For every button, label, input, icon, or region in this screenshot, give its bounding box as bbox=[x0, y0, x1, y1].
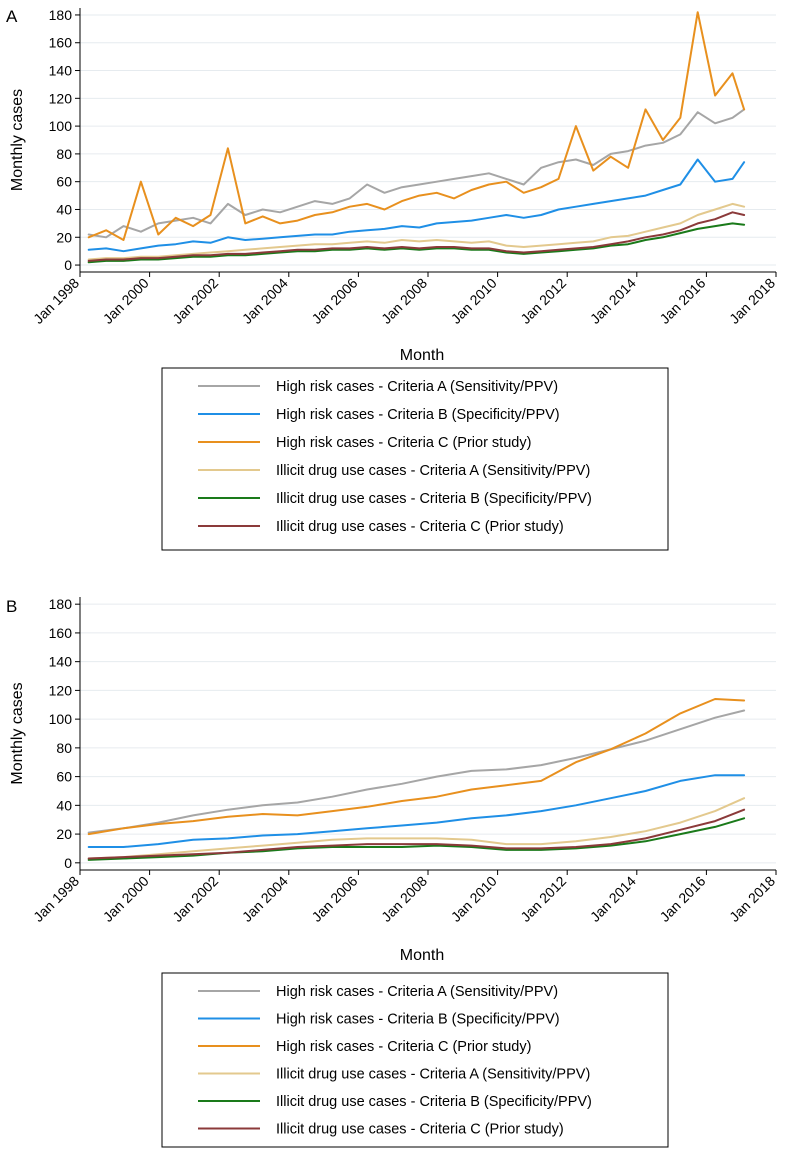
series-line bbox=[87, 817, 746, 861]
series-line bbox=[87, 808, 746, 860]
y-tick-label: 80 bbox=[56, 740, 72, 756]
legend-label: High risk cases - Criteria C (Prior stud… bbox=[276, 435, 531, 451]
y-tick-label: 120 bbox=[49, 682, 73, 698]
series-line bbox=[87, 797, 746, 860]
y-tick-label: 0 bbox=[64, 855, 72, 871]
legend-label: High risk cases - Criteria A (Sensitivit… bbox=[276, 984, 558, 1000]
legend-label: Illicit drug use cases - Criteria A (Sen… bbox=[276, 463, 590, 479]
x-axis-title: Month bbox=[400, 947, 444, 964]
series-line bbox=[87, 698, 746, 836]
series-line bbox=[87, 211, 746, 262]
y-tick-label: 180 bbox=[49, 7, 73, 23]
legend-label: High risk cases - Criteria A (Sensitivit… bbox=[276, 379, 558, 395]
y-tick-label: 100 bbox=[49, 711, 73, 727]
y-axis-title: Monthly cases bbox=[9, 89, 26, 191]
series-line bbox=[87, 108, 746, 239]
series-line bbox=[87, 774, 746, 848]
y-tick-label: 60 bbox=[56, 769, 72, 785]
y-tick-label: 180 bbox=[49, 596, 73, 612]
panel-label: A bbox=[6, 7, 18, 26]
legend-box bbox=[161, 972, 669, 1148]
x-axis-title: Month bbox=[400, 347, 444, 364]
y-tick-label: 80 bbox=[56, 146, 72, 162]
y-tick-label: 120 bbox=[49, 90, 73, 106]
legend-label: High risk cases - Criteria C (Prior stud… bbox=[276, 1039, 531, 1055]
series-line bbox=[87, 11, 746, 241]
series-line bbox=[87, 158, 746, 253]
legend-label: Illicit drug use cases - Criteria C (Pri… bbox=[276, 1122, 564, 1138]
legend-label: High risk cases - Criteria B (Specificit… bbox=[276, 1012, 560, 1028]
y-tick-label: 160 bbox=[49, 35, 73, 51]
series-line bbox=[87, 202, 746, 261]
legend-label: High risk cases - Criteria B (Specificit… bbox=[276, 407, 560, 423]
y-tick-label: 100 bbox=[49, 118, 73, 134]
legend-label: Illicit drug use cases - Criteria A (Sen… bbox=[276, 1067, 590, 1083]
y-tick-label: 20 bbox=[56, 229, 72, 245]
legend-label: Illicit drug use cases - Criteria B (Spe… bbox=[276, 491, 592, 507]
y-tick-label: 140 bbox=[49, 63, 73, 79]
panel-label: B bbox=[6, 597, 17, 616]
y-tick-label: 40 bbox=[56, 797, 72, 813]
legend-label: Illicit drug use cases - Criteria C (Pri… bbox=[276, 519, 564, 535]
legend-box bbox=[161, 367, 669, 551]
series-line bbox=[87, 709, 746, 834]
legend-label: Illicit drug use cases - Criteria B (Spe… bbox=[276, 1094, 592, 1110]
y-tick-label: 60 bbox=[56, 174, 72, 190]
y-tick-label: 140 bbox=[49, 654, 73, 670]
y-tick-label: 40 bbox=[56, 201, 72, 217]
y-tick-label: 0 bbox=[64, 257, 72, 273]
y-axis-title: Monthly cases bbox=[9, 682, 26, 784]
y-tick-label: 160 bbox=[49, 625, 73, 641]
y-tick-label: 20 bbox=[56, 826, 72, 842]
series-line bbox=[87, 222, 746, 264]
